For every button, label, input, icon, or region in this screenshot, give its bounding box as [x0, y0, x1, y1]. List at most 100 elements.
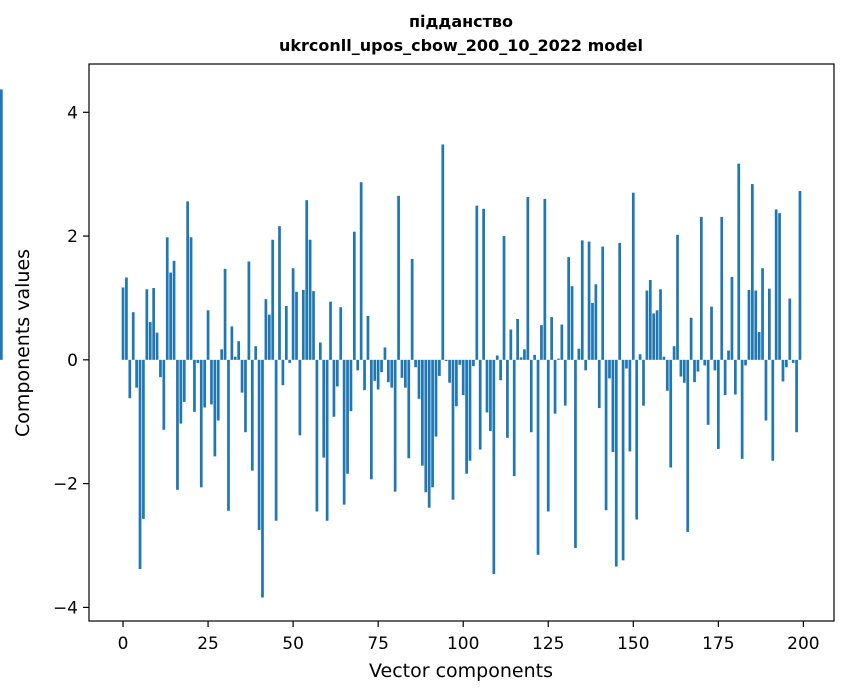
bar-101 [465, 359, 468, 474]
bar-38 [250, 359, 254, 471]
bar-70 [359, 182, 363, 360]
bar-68 [352, 231, 356, 360]
bar-13 [165, 237, 169, 360]
bar-44 [271, 239, 275, 360]
bar-4 [135, 359, 138, 388]
bar-65 [342, 359, 346, 505]
bar-200 [0, 89, 3, 360]
bar-51 [295, 291, 298, 360]
bar-188 [761, 268, 764, 360]
bar-180 [733, 359, 737, 395]
bar-96 [448, 359, 451, 383]
bar-88 [421, 359, 424, 466]
bar-115 [512, 359, 516, 477]
bar-174 [713, 359, 717, 371]
bar-25 [206, 310, 210, 360]
bar-79 [390, 359, 394, 388]
bar-130 [563, 359, 567, 406]
bar-97 [451, 359, 455, 500]
bar-52 [298, 359, 302, 436]
x-tick-label-150: 150 [617, 634, 649, 654]
bar-168 [693, 359, 696, 383]
bar-178 [727, 350, 730, 360]
bar-131 [567, 257, 571, 360]
bar-49 [288, 359, 292, 363]
bar-36 [244, 359, 247, 433]
bar-166 [686, 359, 690, 532]
bar-163 [676, 234, 679, 360]
bar-80 [393, 359, 397, 492]
bar-18 [182, 359, 186, 402]
bar-167 [689, 317, 693, 360]
bar-106 [482, 208, 485, 360]
x-tick-label-0: 0 [118, 634, 129, 654]
bar-146 [618, 242, 622, 360]
y-tick-label-0: 0 [67, 351, 78, 371]
bar-98 [455, 359, 458, 407]
bar-86 [414, 359, 417, 368]
bar-24 [203, 359, 207, 408]
bar-26 [210, 359, 213, 405]
bar-162 [672, 346, 676, 360]
bar-171 [703, 359, 707, 366]
bar-1 [125, 277, 128, 360]
bar-6 [142, 359, 145, 519]
bar-125 [546, 359, 550, 512]
bar-156 [652, 313, 656, 360]
bar-54 [305, 200, 309, 360]
bar-76 [380, 359, 383, 373]
bar-179 [730, 276, 734, 360]
bar-69 [356, 359, 360, 371]
bar-103 [472, 359, 475, 367]
bar-60 [325, 359, 329, 521]
bar-19 [186, 201, 190, 360]
bar-110 [495, 355, 499, 360]
x-tick-label-25: 25 [197, 634, 219, 654]
bar-58 [318, 342, 322, 360]
x-tick-label-125: 125 [532, 634, 564, 654]
y-tick-label-2: 2 [67, 227, 78, 247]
bar-62 [332, 359, 336, 417]
bar-134 [577, 348, 581, 360]
bar-153 [642, 359, 645, 406]
bar-169 [696, 359, 700, 372]
bar-67 [349, 359, 353, 412]
bar-160 [665, 359, 669, 391]
bar-177 [723, 359, 727, 396]
bar-102 [468, 359, 472, 461]
bar-83 [404, 359, 407, 388]
bar-35 [240, 359, 244, 393]
bar-150 [631, 192, 635, 360]
bar-75 [376, 359, 380, 390]
y-tick-label-4: 4 [67, 103, 78, 123]
bar-74 [373, 359, 377, 381]
bar-138 [591, 302, 594, 360]
bar-39 [254, 346, 258, 360]
bar-22 [196, 359, 200, 363]
x-tick-label-75: 75 [367, 634, 389, 654]
bar-16 [176, 359, 179, 490]
bar-94 [441, 144, 445, 360]
bar-119 [526, 197, 530, 360]
bar-148 [625, 359, 628, 369]
bar-151 [635, 359, 639, 520]
bar-5 [138, 359, 142, 570]
bar-7 [145, 289, 149, 360]
bar-23 [199, 359, 203, 488]
bar-190 [768, 288, 771, 360]
y-tick-label--4: −4 [53, 598, 78, 618]
bar-141 [601, 246, 605, 360]
bar-175 [716, 359, 720, 449]
chart-title-line1: підданство [409, 12, 513, 31]
bar-27 [213, 359, 217, 457]
bar-56 [312, 291, 315, 360]
bar-195 [785, 359, 788, 368]
bar-104 [475, 205, 479, 360]
bar-112 [502, 236, 506, 360]
bar-196 [788, 298, 792, 360]
bar-66 [346, 359, 349, 474]
bar-199 [798, 190, 802, 360]
bar-85 [410, 258, 414, 360]
